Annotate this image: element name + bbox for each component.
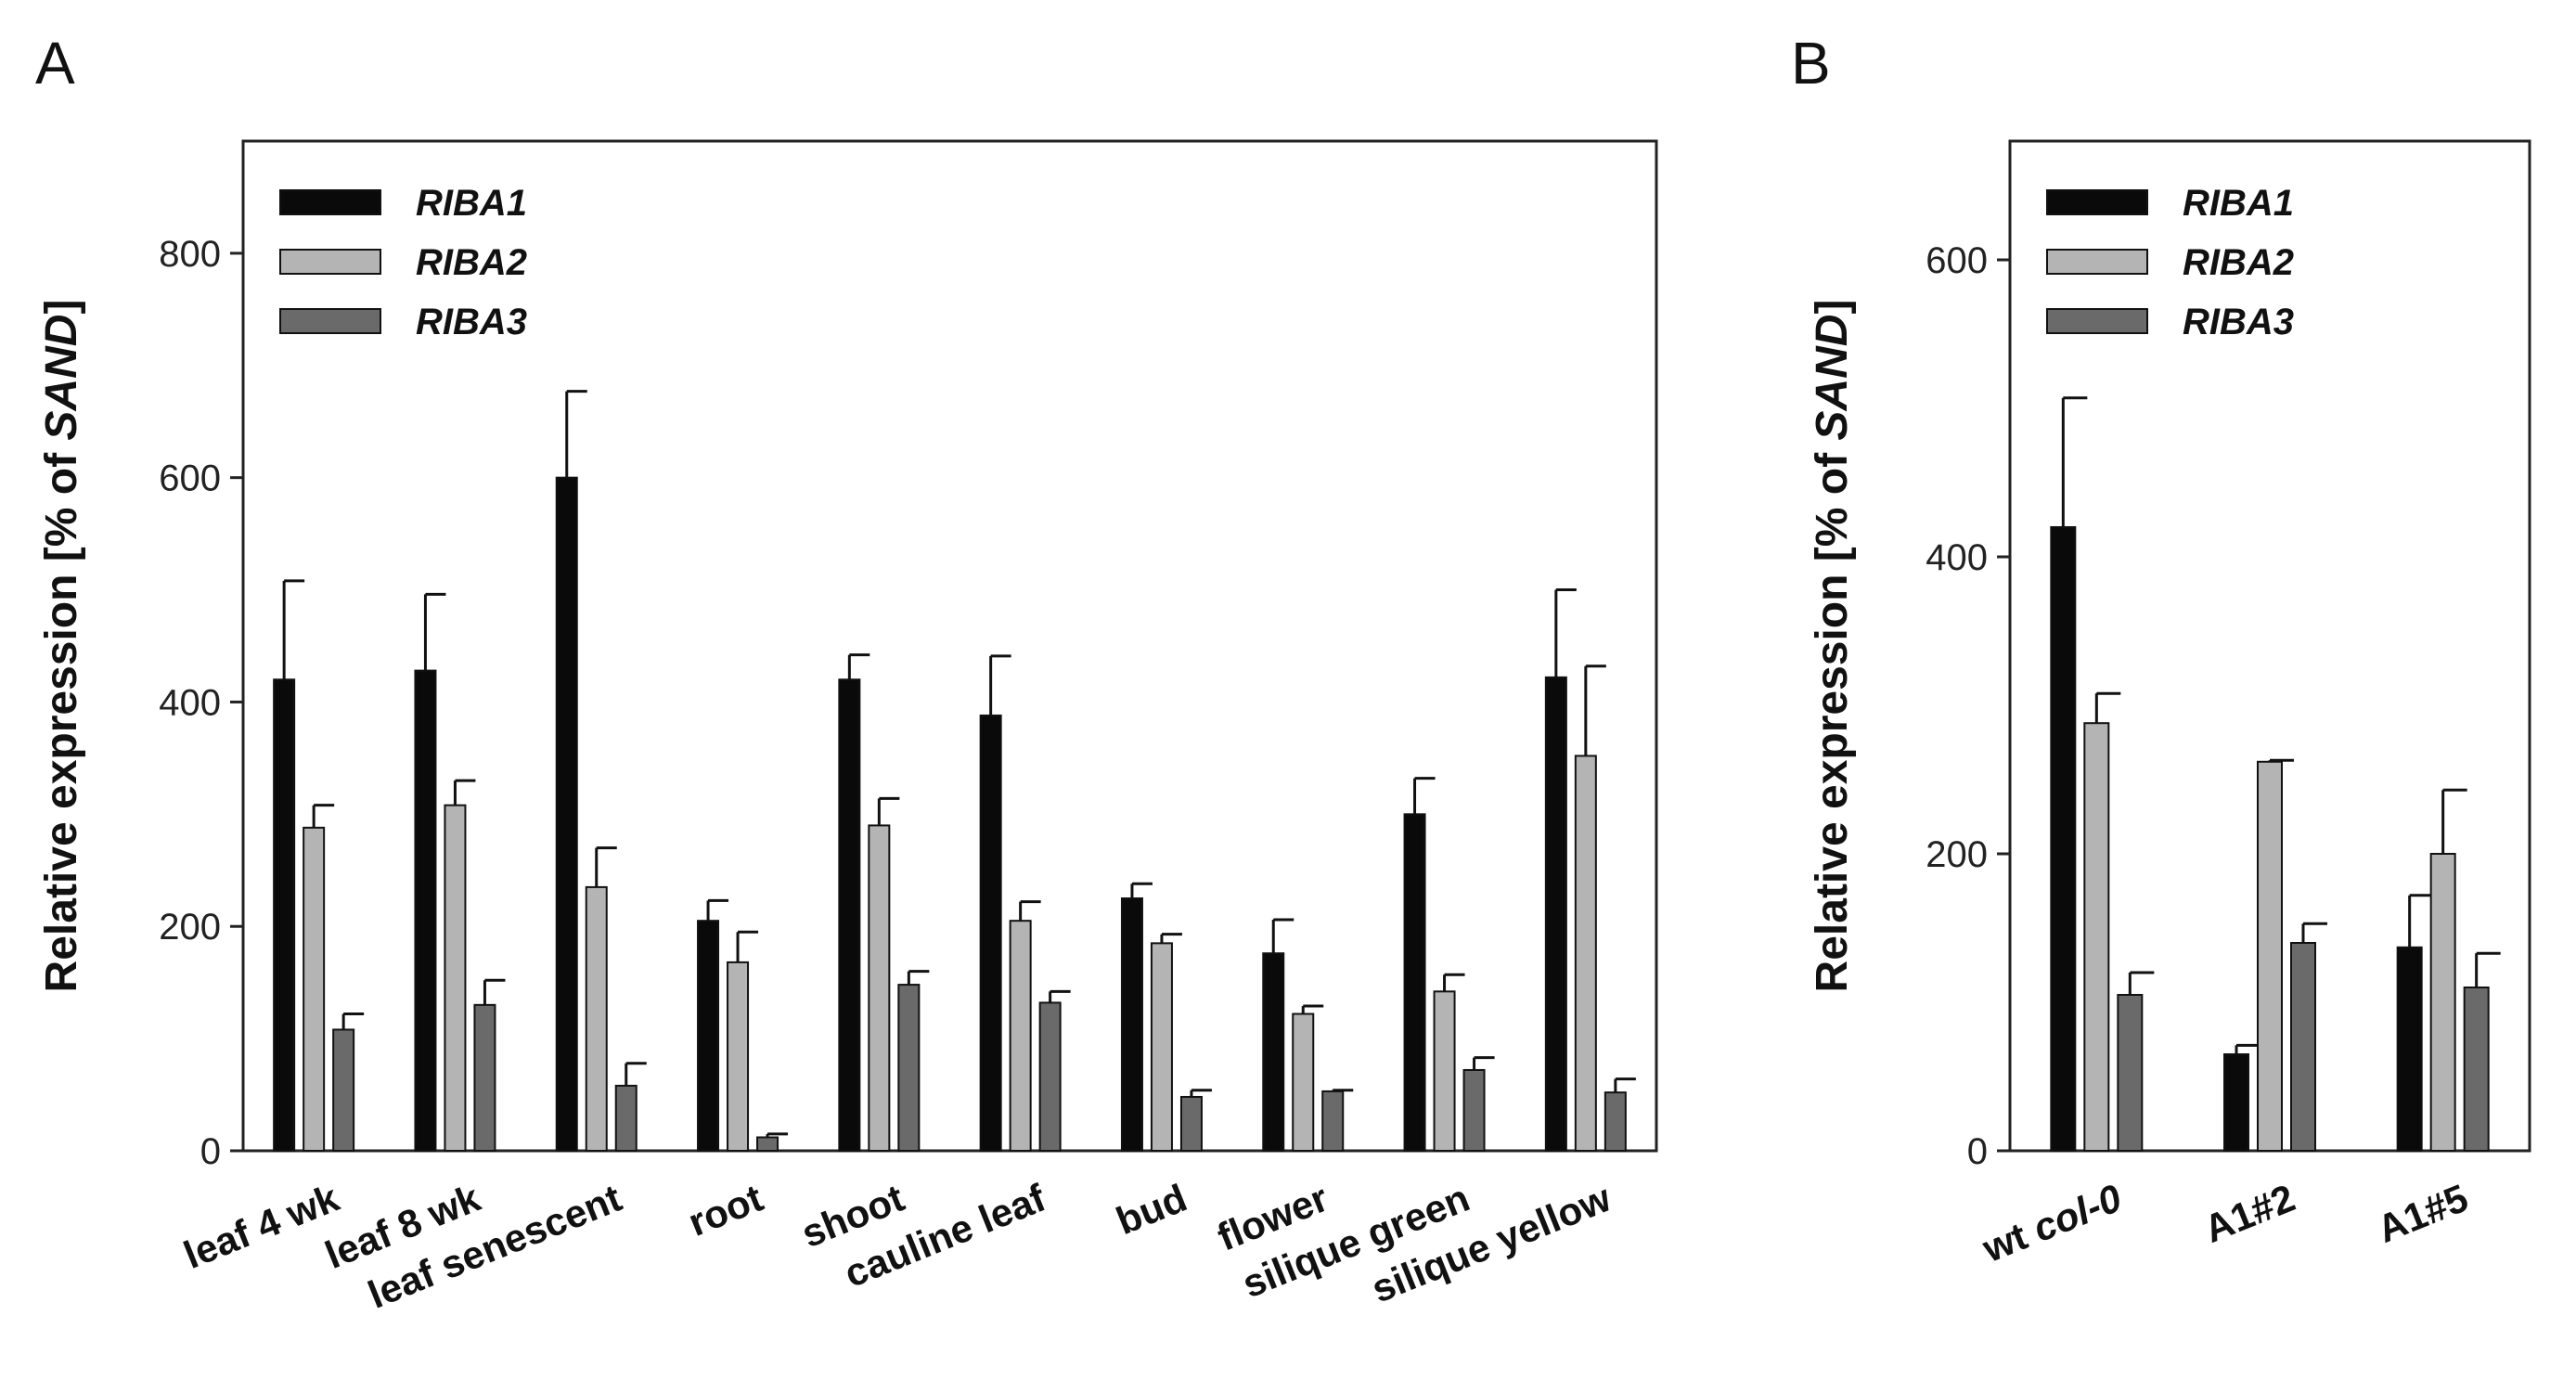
y-tick-label: 600 <box>159 458 221 499</box>
y-tick-label: 400 <box>159 682 221 723</box>
bar-riba3 <box>1179 1095 1203 1153</box>
legend-label-riba3: RIBA3 <box>2183 302 2294 342</box>
bar-riba1 <box>979 714 1002 1152</box>
bar-riba2 <box>1150 942 1173 1152</box>
panel-a-plot-frame <box>241 139 1658 1153</box>
bar-riba1 <box>2050 526 2077 1152</box>
bar-riba1 <box>1262 952 1285 1153</box>
category-label: A1#5 <box>2371 1176 2474 1251</box>
bar-riba2 <box>2083 722 2110 1152</box>
bar-riba2 <box>2257 760 2283 1152</box>
category-label: A1#2 <box>2198 1176 2301 1251</box>
bar-riba1 <box>555 476 578 1152</box>
category-label: leaf 4 wk <box>178 1176 346 1277</box>
bar-riba2 <box>1009 920 1032 1153</box>
category-label: root <box>682 1176 768 1245</box>
bar-riba2 <box>727 961 750 1152</box>
y-tick-label: 800 <box>159 234 221 275</box>
bar-riba1 <box>2396 946 2423 1152</box>
bar-riba2 <box>1433 990 1456 1152</box>
legend-swatch-riba1 <box>2046 189 2148 215</box>
legend-label-riba1: RIBA1 <box>2183 183 2294 224</box>
bar-riba2 <box>444 804 467 1152</box>
panel-a-y-axis: 0 200 400 600 800 <box>159 234 243 1172</box>
panel-b-label: B <box>1791 30 1831 97</box>
bar-riba1 <box>697 920 720 1153</box>
bar-riba2 <box>868 824 891 1153</box>
bar-riba2 <box>585 885 608 1153</box>
bar-riba2 <box>303 826 326 1153</box>
panel-a-legend: RIBA1 RIBA2 RIBA3 <box>279 183 527 342</box>
y-tick-label: 600 <box>1926 240 1988 281</box>
y-tick-label: 200 <box>159 907 221 948</box>
bar-riba3 <box>2290 942 2316 1152</box>
panel-b-y-axis-title: Relative expression [% of SAND] <box>1808 300 1857 993</box>
bar-riba2 <box>2429 853 2456 1152</box>
panel-b: B 0 200 400 600 wt col-0 A1#2 A1#5 Relative e… <box>1791 30 2531 1271</box>
bar-riba2 <box>1292 1013 1315 1152</box>
legend-label-riba2: RIBA2 <box>2183 242 2294 283</box>
bar-riba3 <box>2117 994 2144 1152</box>
legend-label-riba3: RIBA3 <box>416 302 527 342</box>
panel-b-y-axis: 0 200 400 600 <box>1926 240 2010 1172</box>
bar-riba3 <box>614 1084 638 1152</box>
bar-riba1 <box>1403 813 1426 1152</box>
legend-swatch-riba2 <box>279 249 381 275</box>
panel-a-bars <box>273 390 1636 1153</box>
bar-riba1 <box>273 678 296 1152</box>
bar-riba1 <box>838 678 861 1152</box>
bar-riba3 <box>473 1003 496 1153</box>
panel-b-x-axis: wt col-0 A1#2 A1#5 <box>1976 1176 2474 1271</box>
panel-a-y-axis-title: Relative expression [% of SAND] <box>37 300 86 993</box>
bar-riba1 <box>1120 897 1143 1152</box>
bar-riba3 <box>1604 1091 1627 1153</box>
legend-swatch-riba2 <box>2046 249 2148 275</box>
bar-riba3 <box>332 1028 355 1152</box>
bar-riba2 <box>1574 755 1597 1153</box>
legend-swatch-riba3 <box>2046 308 2148 334</box>
panel-a-label: A <box>35 30 75 97</box>
bar-riba1 <box>414 669 437 1152</box>
legend-label-riba1: RIBA1 <box>416 183 527 224</box>
bar-riba3 <box>756 1136 779 1152</box>
bar-riba3 <box>897 984 921 1153</box>
panel-b-legend: RIBA1 RIBA2 RIBA3 <box>2046 183 2294 342</box>
y-tick-label: 0 <box>1967 1131 1988 1172</box>
bar-riba1 <box>2223 1053 2249 1152</box>
legend-swatch-riba1 <box>279 189 381 215</box>
legend-swatch-riba3 <box>279 308 381 334</box>
bar-riba3 <box>1038 1001 1062 1152</box>
panel-b-bars <box>2050 396 2501 1152</box>
bar-riba3 <box>2463 987 2490 1152</box>
y-tick-label: 0 <box>200 1131 221 1172</box>
y-tick-label: 200 <box>1926 834 1988 875</box>
category-label: wt col-0 <box>1976 1176 2128 1271</box>
legend-label-riba2: RIBA2 <box>416 242 527 283</box>
bar-riba3 <box>1321 1090 1345 1152</box>
category-label: bud <box>1110 1176 1192 1243</box>
y-tick-label: 400 <box>1926 537 1988 578</box>
bar-riba3 <box>1462 1068 1486 1152</box>
bar-riba1 <box>1544 676 1567 1152</box>
